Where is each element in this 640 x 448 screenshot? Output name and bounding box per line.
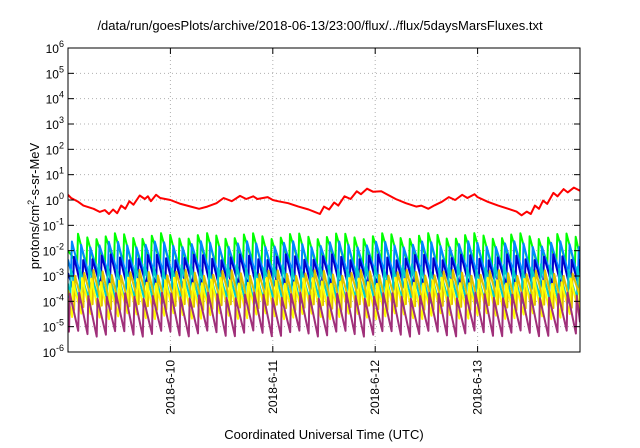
y-tick-label: 10-2 [43, 242, 64, 259]
y-tick-label: 100 [46, 191, 64, 208]
y-tick-label: 106 [46, 39, 64, 56]
series-line-3 [68, 240, 580, 279]
y-tick-label: 101 [46, 166, 64, 183]
x-tick-label: 2018-6-10 [163, 360, 177, 415]
y-tick-label: 102 [46, 140, 64, 157]
x-tick-label: 2018-6-12 [368, 360, 382, 415]
y-tick-label: 103 [46, 115, 64, 132]
y-tick-label: 10-5 [43, 318, 64, 335]
series-line-1 [68, 186, 580, 217]
x-tick-label: 2018-6-13 [471, 360, 485, 415]
y-tick-label: 10-6 [43, 343, 64, 360]
y-tick-label: 10-1 [43, 216, 64, 233]
ticks: 10-6 10-5 10-4 10-3 10-2 10-1 100 101 102 103 104 1… [43, 39, 580, 415]
series-line-8 [68, 291, 580, 338]
y-tick-label: 104 [46, 90, 64, 107]
x-axis-label: Coordinated Universal Time (UTC) [224, 427, 424, 442]
y-axis-label: protons/cm2-s-sr-MeV [25, 142, 43, 270]
series-line-7 [68, 276, 580, 321]
chart-title: /data/run/goesPlots/archive/2018-06-13/2… [97, 18, 543, 33]
x-tick-label: 2018-6-11 [266, 360, 280, 414]
series-group [68, 186, 580, 338]
y-tick-label: 10-4 [43, 292, 64, 309]
series-line-4 [68, 253, 580, 293]
y-tick-label: 10-3 [43, 267, 64, 284]
y-tick-label: 105 [46, 64, 64, 81]
